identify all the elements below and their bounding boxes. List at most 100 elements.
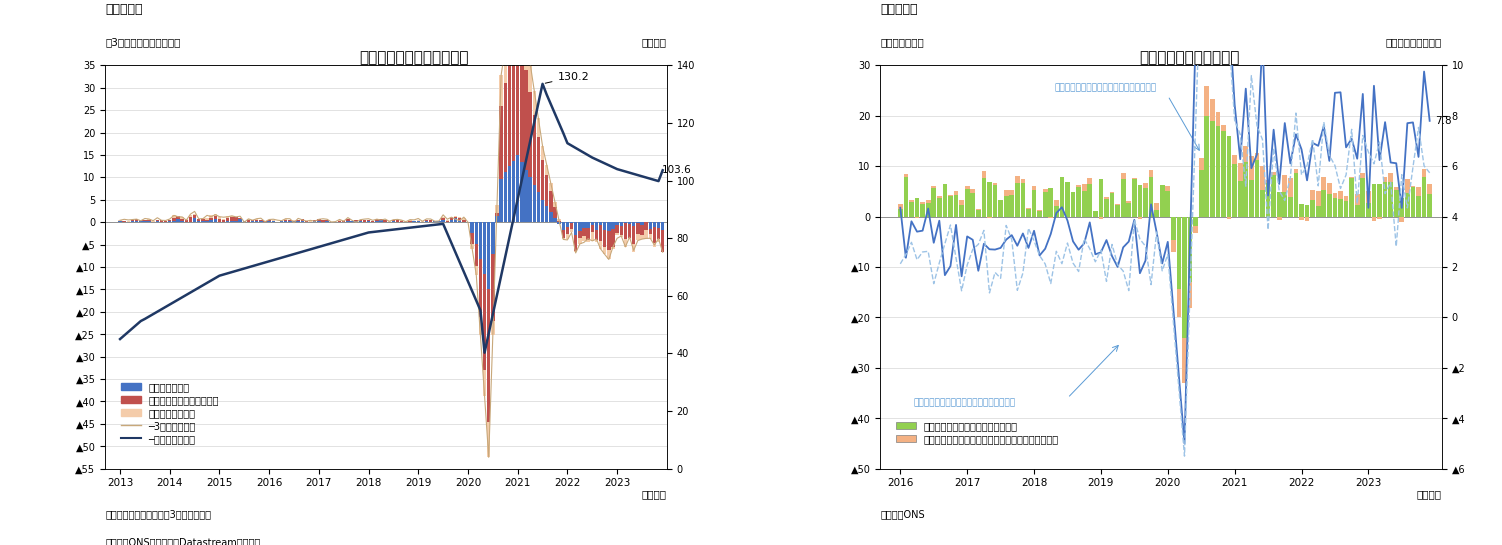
Bar xyxy=(1104,197,1108,199)
Bar xyxy=(1093,211,1098,216)
Bar xyxy=(1361,173,1365,178)
Bar xyxy=(1250,156,1254,180)
Bar xyxy=(553,207,557,218)
Text: （資料）ONS: （資料）ONS xyxy=(880,509,925,519)
Bar xyxy=(496,216,499,222)
Bar xyxy=(649,222,652,228)
Text: 月あたり給与（平均値）の伸び率（右軸）: 月あたり給与（平均値）の伸び率（右軸） xyxy=(1054,83,1157,93)
Bar xyxy=(616,233,619,235)
Bar xyxy=(359,220,362,221)
Bar xyxy=(491,222,494,253)
Bar xyxy=(416,220,421,221)
Bar xyxy=(218,220,221,222)
Bar xyxy=(1299,204,1304,216)
Bar xyxy=(602,230,607,247)
Bar xyxy=(931,186,936,188)
Bar xyxy=(948,196,952,216)
Bar xyxy=(566,222,569,227)
Bar xyxy=(653,227,656,244)
Bar xyxy=(1154,210,1160,216)
Bar xyxy=(640,222,644,226)
Bar xyxy=(454,216,457,217)
Bar xyxy=(1427,184,1431,193)
Bar xyxy=(225,221,230,222)
Bar xyxy=(312,221,317,222)
Bar xyxy=(524,35,527,70)
Bar xyxy=(508,166,511,222)
Bar xyxy=(482,370,487,396)
Bar xyxy=(458,220,461,222)
Bar xyxy=(1266,180,1271,184)
Bar xyxy=(1266,184,1271,216)
Bar xyxy=(574,222,577,234)
Bar xyxy=(1349,177,1353,178)
Bar xyxy=(366,221,371,222)
Bar xyxy=(1289,178,1293,197)
Bar xyxy=(251,220,254,221)
Bar xyxy=(566,234,569,239)
Text: （図表３）: （図表３） xyxy=(105,3,143,16)
Bar xyxy=(354,221,357,222)
Bar xyxy=(1422,169,1427,177)
Bar xyxy=(192,214,197,215)
Bar xyxy=(272,221,275,222)
Bar xyxy=(1143,183,1148,188)
Bar xyxy=(213,214,218,216)
Bar xyxy=(185,220,188,222)
Bar xyxy=(1071,192,1075,216)
Bar xyxy=(1238,181,1242,216)
Bar xyxy=(300,220,303,221)
Bar xyxy=(392,220,395,221)
Bar xyxy=(1271,172,1277,175)
Bar xyxy=(366,220,371,221)
Bar xyxy=(321,220,324,222)
Bar xyxy=(449,220,454,222)
Bar xyxy=(383,220,388,222)
Bar xyxy=(338,221,341,222)
Bar xyxy=(180,217,183,219)
Bar xyxy=(508,26,511,64)
Bar xyxy=(512,161,515,222)
Bar xyxy=(578,231,581,238)
Bar xyxy=(176,216,180,220)
Bar xyxy=(1182,216,1187,337)
Bar xyxy=(147,221,150,222)
Bar xyxy=(482,222,487,274)
Bar xyxy=(981,178,987,216)
Bar xyxy=(623,223,628,239)
Bar xyxy=(1065,216,1069,217)
Bar xyxy=(993,185,997,216)
Bar xyxy=(1059,177,1065,216)
Bar xyxy=(898,209,903,216)
Bar xyxy=(119,221,122,222)
Bar xyxy=(1042,189,1047,192)
Bar xyxy=(1271,175,1277,216)
Bar xyxy=(628,238,631,239)
Bar xyxy=(1416,196,1421,216)
Bar xyxy=(300,221,303,222)
Bar xyxy=(583,222,586,228)
Bar xyxy=(512,3,515,44)
Bar xyxy=(463,220,466,222)
Bar xyxy=(479,222,482,259)
Bar xyxy=(1199,169,1203,216)
Bar xyxy=(517,0,520,25)
Bar xyxy=(1383,177,1388,182)
Bar xyxy=(1015,183,1020,216)
Bar xyxy=(1032,186,1036,190)
Bar xyxy=(197,219,200,221)
Bar xyxy=(1126,203,1131,216)
Bar xyxy=(954,196,958,216)
Bar xyxy=(960,200,964,205)
Bar xyxy=(1371,184,1376,216)
Bar xyxy=(536,137,541,192)
Bar xyxy=(904,174,909,177)
Bar xyxy=(632,226,635,244)
Bar xyxy=(1009,190,1014,195)
Bar xyxy=(653,222,656,227)
Bar xyxy=(1227,216,1232,219)
Bar xyxy=(230,215,234,216)
Bar xyxy=(512,44,515,161)
Bar xyxy=(255,219,258,220)
Bar xyxy=(430,220,433,222)
